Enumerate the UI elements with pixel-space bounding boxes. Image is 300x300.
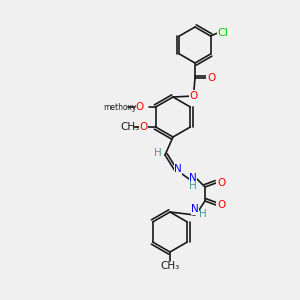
Text: Cl: Cl (217, 28, 228, 38)
Text: O: O (190, 91, 198, 101)
Text: N: N (191, 204, 199, 214)
Text: O: O (207, 73, 215, 83)
Text: H: H (199, 209, 207, 219)
Text: N: N (189, 173, 197, 183)
Text: O: O (136, 102, 144, 112)
Text: O: O (217, 178, 225, 188)
Text: CH₃: CH₃ (120, 122, 139, 132)
Text: H: H (154, 148, 162, 158)
Text: N: N (174, 164, 182, 174)
Text: CH₃: CH₃ (160, 261, 180, 271)
Text: methoxy: methoxy (103, 103, 136, 112)
Text: O: O (217, 200, 225, 210)
Text: O: O (140, 122, 148, 132)
Text: H: H (189, 181, 197, 191)
